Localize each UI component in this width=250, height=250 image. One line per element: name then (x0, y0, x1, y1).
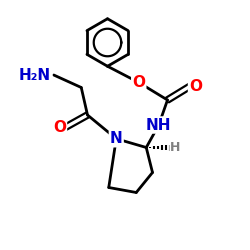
Text: N: N (110, 131, 123, 146)
Text: H: H (170, 141, 181, 154)
Text: H₂N: H₂N (19, 68, 51, 82)
Text: NH: NH (146, 118, 172, 132)
Text: O: O (132, 75, 145, 90)
Text: O: O (189, 79, 202, 94)
Text: O: O (53, 120, 66, 135)
